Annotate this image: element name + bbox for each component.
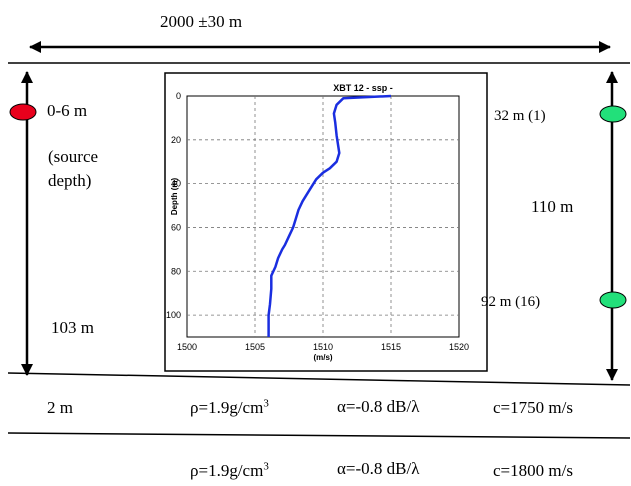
y-tick-label: 0: [176, 91, 181, 101]
layer2-attenuation: α=-0.8 dB/λ: [337, 459, 420, 478]
hydrophone-top-marker: [599, 105, 627, 123]
source-note-line1: (source: [48, 147, 99, 166]
y-tick-label: 20: [171, 135, 181, 145]
array-span-label: 110 m: [531, 197, 574, 216]
x-tick-label: 1520: [449, 342, 469, 352]
seabed-line: [7, 372, 631, 386]
chart-title: XBT 12 - ssp -: [333, 83, 393, 93]
layer1-attenuation: α=-0.8 dB/λ: [337, 397, 420, 416]
source-marker: [9, 103, 37, 121]
hydrophone-bottom-marker: [599, 291, 627, 309]
x-tick-label: 1505: [245, 342, 265, 352]
y-tick-label: 40: [171, 179, 181, 189]
sound-speed-line: [267, 94, 392, 337]
range-label: 2000 ±30 m: [160, 12, 243, 31]
layer2-density: ρ=1.9g/cm3: [190, 460, 269, 480]
layer2-sound-speed: c=1800 m/s: [493, 461, 573, 480]
source-note-line2: depth): [48, 171, 92, 190]
water-depth-label: 103 m: [51, 318, 94, 337]
y-tick-label: 100: [166, 310, 181, 320]
y-tick-label: 60: [171, 222, 181, 232]
x-tick-label: 1510: [313, 342, 333, 352]
layer1-thickness: 2 m: [47, 398, 73, 417]
x-axis-label: (m/s): [313, 353, 332, 362]
layer-boundary-line: [7, 432, 631, 439]
layer1-sound-speed: c=1750 m/s: [493, 398, 573, 417]
sound-speed-profile-chart: 1500 1505 1510 1515 1520 0 20 40 60 80 100 XBT 12 -…: [166, 83, 469, 362]
layer1-density: ρ=1.9g/cm3: [190, 397, 269, 417]
bottom-hydrophone-label: 92 m (16): [481, 294, 541, 310]
source-depth-label: 0-6 m: [47, 101, 88, 120]
y-tick-label: 80: [171, 266, 181, 276]
y-axis-label: Depth (m): [170, 178, 179, 216]
x-tick-label: 1500: [177, 342, 197, 352]
x-tick-label: 1515: [381, 342, 401, 352]
top-hydrophone-label: 32 m (1): [494, 108, 546, 124]
